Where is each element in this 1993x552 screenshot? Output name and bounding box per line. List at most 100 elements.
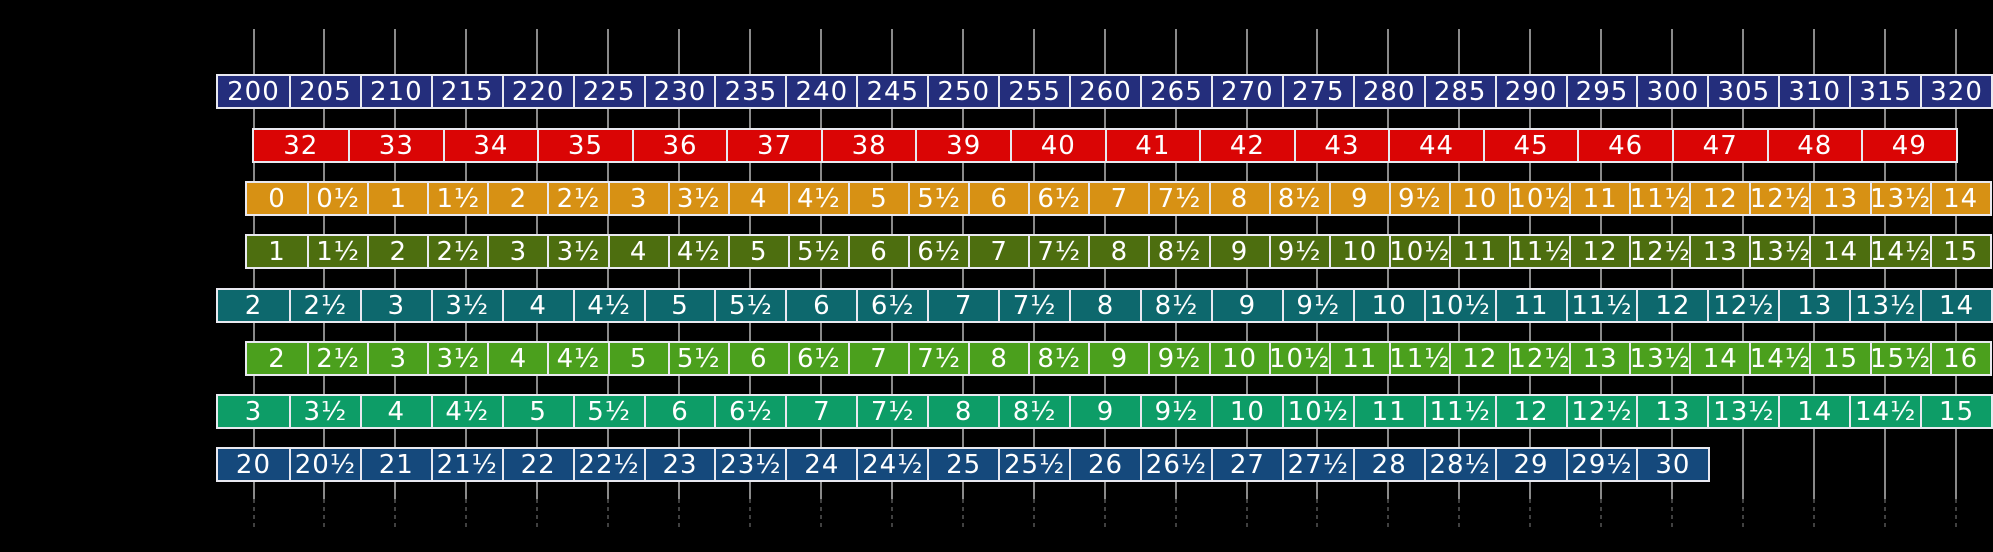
scale-cell: 5	[847, 183, 908, 214]
gridline-dashed-tick	[1883, 499, 1886, 529]
scale-cell: 285	[1423, 76, 1495, 107]
scale-cell: 3	[487, 236, 547, 267]
scale-cell: 35	[537, 130, 632, 161]
gridline-dashed-tick	[1245, 499, 1248, 529]
scale-cell: 12½	[1707, 290, 1778, 321]
scale-cell: 13	[1809, 183, 1869, 214]
scale-cell: 9	[1069, 396, 1140, 427]
scale-cell: 11	[1494, 290, 1566, 321]
scale-cell: 2	[487, 183, 547, 214]
scale-cell: 33	[348, 130, 443, 161]
gridline-dashed-tick	[536, 499, 539, 529]
scale-cell: 4½	[667, 236, 728, 267]
scale-cell: 4	[501, 290, 573, 321]
scale-cell: 13	[1569, 343, 1629, 374]
scale-cell: 300	[1636, 76, 1707, 107]
scale-cell: 9	[1328, 183, 1389, 214]
scale-cell: 14	[1920, 290, 1991, 321]
scale-cell: 34	[442, 130, 538, 161]
scale-cell: 230	[643, 76, 715, 107]
scale-cell: 5	[727, 236, 788, 267]
scale-cell: 2½	[288, 290, 360, 321]
scale-cell: 4½	[547, 343, 607, 374]
gridline-dashed-tick	[1103, 499, 1106, 529]
scale-cell: 13½	[1629, 343, 1690, 374]
scale-cell: 2	[367, 236, 427, 267]
scale-cell: 27	[1210, 449, 1282, 480]
scale-cell: 8½	[1139, 290, 1211, 321]
scale-cell: 215	[430, 76, 502, 107]
scale-cell: 4½	[787, 183, 848, 214]
gridline-dashed-tick	[1387, 499, 1390, 529]
scale-cell: 3½	[430, 290, 502, 321]
scale-cell: 8½	[1148, 236, 1208, 267]
scale-cell: 12	[1494, 396, 1566, 427]
scale-cell: 1	[268, 236, 286, 267]
scale-cell: 13	[1636, 396, 1707, 427]
scale-cell: 25½	[998, 449, 1069, 480]
scale-cell: 7	[785, 396, 856, 427]
scale-cell: 7	[968, 236, 1028, 267]
scale-cell: 13½	[1707, 396, 1778, 427]
scale-cell: 3	[607, 183, 668, 214]
scale-cell: 15	[1920, 396, 1991, 427]
scale-cell: 8½	[1028, 343, 1088, 374]
scale-cell: 14	[1809, 236, 1869, 267]
scale-cell: 290	[1494, 76, 1566, 107]
gridline-dashed-tick	[465, 499, 468, 529]
scale-cell: 6	[643, 396, 715, 427]
gridline-dashed-tick	[394, 499, 397, 529]
scale-cell: 8½	[998, 396, 1069, 427]
scale-cell: 3	[244, 396, 263, 427]
scale-cell: 15	[1929, 236, 1990, 267]
scale-cell: 11½	[1423, 396, 1495, 427]
scale-cell: 15	[1809, 343, 1869, 374]
scale-cell: 225	[572, 76, 644, 107]
scale-cell: 320	[1920, 76, 1991, 107]
scale-cell: 10½	[1508, 183, 1570, 214]
scale-cell: 36	[631, 130, 727, 161]
scale-cell: 5½	[714, 290, 785, 321]
scale-cell: 7½	[998, 290, 1069, 321]
scale-cell: 14	[1778, 396, 1849, 427]
scale-cell: 5	[501, 396, 573, 427]
scale-cell: 11	[1448, 236, 1509, 267]
scale-cell: 12½	[1508, 343, 1570, 374]
scale-cell: 7½	[1028, 236, 1088, 267]
scale-cell: 48	[1766, 130, 1862, 161]
scale-cell: 265	[1139, 76, 1211, 107]
scale-cell: 1½	[307, 236, 367, 267]
scale-cell: 9½	[1281, 290, 1353, 321]
gridline-dashed-tick	[607, 499, 610, 529]
row-2-red-scale: 32 33 34 35 36 37 38 39 40 41 42 43 44 45 46 47 48 49	[251, 128, 1958, 163]
scale-cell: 3½	[288, 396, 360, 427]
gridline-dashed-tick	[1600, 499, 1603, 529]
scale-cell: 4	[487, 343, 547, 374]
scale-cell: 0	[268, 183, 286, 214]
scale-cell: 20	[235, 449, 271, 480]
scale-cell: 43	[1293, 130, 1389, 161]
gridline-dashed-tick	[1458, 499, 1461, 529]
gridline-dashed-tick	[1671, 499, 1674, 529]
scale-cell: 6	[785, 290, 856, 321]
scale-cell: 4	[727, 183, 788, 214]
scale-cell: 8	[927, 396, 998, 427]
scale-cell: 10½	[1423, 290, 1495, 321]
scale-cell: 12	[1569, 236, 1629, 267]
scale-cell: 44	[1388, 130, 1483, 161]
scale-cell: 10½	[1388, 236, 1449, 267]
gridline-dashed-tick	[678, 499, 681, 529]
gridline-dashed-tick	[1032, 499, 1035, 529]
scale-cell: 6½	[1028, 183, 1088, 214]
scale-cell: 3½	[547, 236, 607, 267]
row-6-green-scale: 2 2½ 3 3½ 4 4½ 5 5½ 6 6½ 7 7½ 8 8½ 9 9½ 10 10½ 11 11½ 12 12½ 1…	[245, 341, 1992, 376]
scale-cell: 5½	[667, 343, 728, 374]
scale-cell: 12½	[1565, 396, 1637, 427]
scale-cell: 5	[643, 290, 715, 321]
scale-cell: 6	[727, 343, 788, 374]
scale-cell: 2½	[427, 236, 487, 267]
gridline-dashed-tick	[252, 499, 255, 529]
gridline-dashed-tick	[1812, 499, 1815, 529]
scale-cell: 15½	[1869, 343, 1930, 374]
scale-cell: 295	[1565, 76, 1637, 107]
